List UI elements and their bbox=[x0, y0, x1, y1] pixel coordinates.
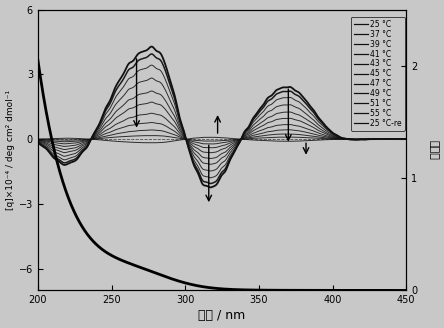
X-axis label: 波长 / nm: 波长 / nm bbox=[198, 309, 246, 322]
Legend: 25 °C, 37 °C, 39 °C, 41 °C, 43 °C, 45 °C, 47 °C, 49 °C, 51 °C, 55 °C, 25 °C-re: 25 °C, 37 °C, 39 °C, 41 °C, 43 °C, 45 °C… bbox=[351, 17, 404, 131]
Y-axis label: 吸光度: 吸光度 bbox=[428, 140, 438, 160]
Y-axis label: [q]×10⁻⁴ / deg cm² dmol⁻¹: [q]×10⁻⁴ / deg cm² dmol⁻¹ bbox=[6, 90, 15, 210]
